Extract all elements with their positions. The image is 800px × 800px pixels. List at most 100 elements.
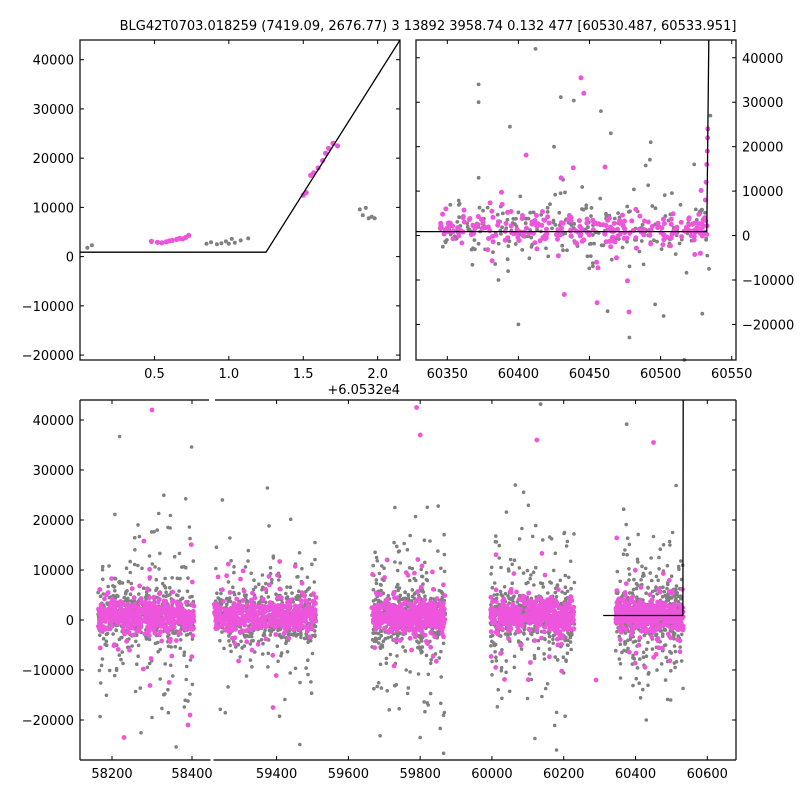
data-point-gray <box>378 734 382 738</box>
data-point-gray <box>661 632 665 636</box>
data-point-pink <box>533 620 539 626</box>
data-point-gray <box>665 563 670 568</box>
data-point-pink <box>377 604 383 610</box>
data-point-pink <box>561 627 567 632</box>
data-point-pink <box>286 635 292 641</box>
data-point-pink <box>514 620 520 626</box>
data-point-gray <box>625 553 629 557</box>
data-point-pink <box>151 594 157 600</box>
data-point-gray <box>423 709 427 714</box>
data-point-gray <box>668 543 672 547</box>
data-point-pink <box>227 590 233 595</box>
data-point-gray <box>296 595 301 600</box>
data-point-pink <box>561 292 567 297</box>
data-point-pink <box>244 639 250 645</box>
data-point-gray <box>250 665 254 669</box>
data-point-pink <box>226 629 231 634</box>
data-point-gray <box>219 241 224 246</box>
data-point-gray <box>442 552 447 557</box>
data-point-pink <box>544 226 549 232</box>
data-point-gray <box>527 256 532 261</box>
data-point-pink <box>234 596 240 602</box>
data-point-pink <box>692 252 698 257</box>
data-point-pink <box>264 614 270 620</box>
data-point-gray <box>190 637 195 641</box>
data-point-gray <box>624 522 628 527</box>
data-point-pink <box>176 631 182 636</box>
data-point-gray <box>104 639 109 644</box>
data-point-pink <box>655 220 661 226</box>
data-point-pink <box>407 635 413 641</box>
data-point-pink <box>188 617 194 623</box>
data-point-gray <box>160 706 164 711</box>
data-point-pink <box>262 609 268 615</box>
data-point-pink <box>298 611 303 617</box>
data-point-gray <box>218 707 223 712</box>
data-point-gray <box>561 655 566 659</box>
data-point-pink <box>559 225 564 231</box>
data-point-gray <box>448 202 453 207</box>
data-point-pink <box>704 231 710 237</box>
data-point-gray <box>636 560 640 564</box>
data-point-gray <box>525 568 530 573</box>
data-point-pink <box>688 233 694 239</box>
data-point-gray <box>513 483 518 487</box>
data-point-gray <box>223 710 228 715</box>
data-point-gray <box>144 590 149 594</box>
data-point-pink <box>606 215 612 221</box>
data-point-gray <box>564 659 568 663</box>
data-point-pink <box>412 630 417 636</box>
data-point-pink <box>292 563 298 569</box>
data-point-gray <box>425 505 430 510</box>
data-point-gray <box>99 663 104 668</box>
data-point-pink <box>566 603 571 608</box>
data-point-gray <box>397 707 402 711</box>
data-point-pink <box>188 542 194 547</box>
data-point-pink <box>419 584 424 590</box>
data-point-pink <box>412 570 417 576</box>
data-point-pink <box>283 624 289 630</box>
data-point-gray <box>673 649 678 654</box>
data-point-pink <box>495 629 500 635</box>
data-point-pink <box>520 593 526 599</box>
data-point-gray <box>508 632 513 636</box>
data-point-pink <box>412 614 418 620</box>
data-point-pink <box>610 234 616 240</box>
data-point-pink <box>142 631 148 637</box>
data-point-pink <box>537 238 543 244</box>
data-point-pink <box>570 614 575 620</box>
data-point-gray <box>441 641 446 646</box>
data-point-pink <box>145 586 150 592</box>
data-point-gray <box>395 568 400 573</box>
data-point-gray <box>661 543 666 547</box>
data-point-gray <box>437 656 442 660</box>
data-point-gray <box>133 535 137 540</box>
data-point-pink <box>271 602 276 608</box>
data-point-gray <box>284 641 288 645</box>
data-point-gray <box>616 211 620 216</box>
data-point-pink <box>555 587 561 592</box>
data-point-pink <box>398 610 404 615</box>
data-point-pink <box>438 225 444 231</box>
data-point-gray <box>673 665 677 670</box>
data-point-pink <box>661 232 667 238</box>
data-point-gray <box>669 669 673 673</box>
data-point-pink <box>148 238 154 244</box>
data-point-gray <box>405 547 410 552</box>
data-point-gray <box>646 683 650 688</box>
data-point-pink <box>159 638 165 644</box>
data-point-gray <box>395 654 399 658</box>
data-point-gray <box>232 240 237 245</box>
data-point-gray <box>623 548 627 552</box>
data-point-gray <box>436 549 440 553</box>
data-point-pink <box>535 221 541 227</box>
data-point-gray <box>533 736 537 741</box>
data-point-gray <box>656 578 660 583</box>
data-point-gray <box>551 568 556 573</box>
data-point-gray <box>386 594 391 598</box>
data-point-pink <box>405 572 411 578</box>
data-point-gray <box>98 633 102 637</box>
data-point-gray <box>627 542 632 547</box>
data-point-gray <box>550 226 554 231</box>
data-point-pink <box>277 586 283 592</box>
